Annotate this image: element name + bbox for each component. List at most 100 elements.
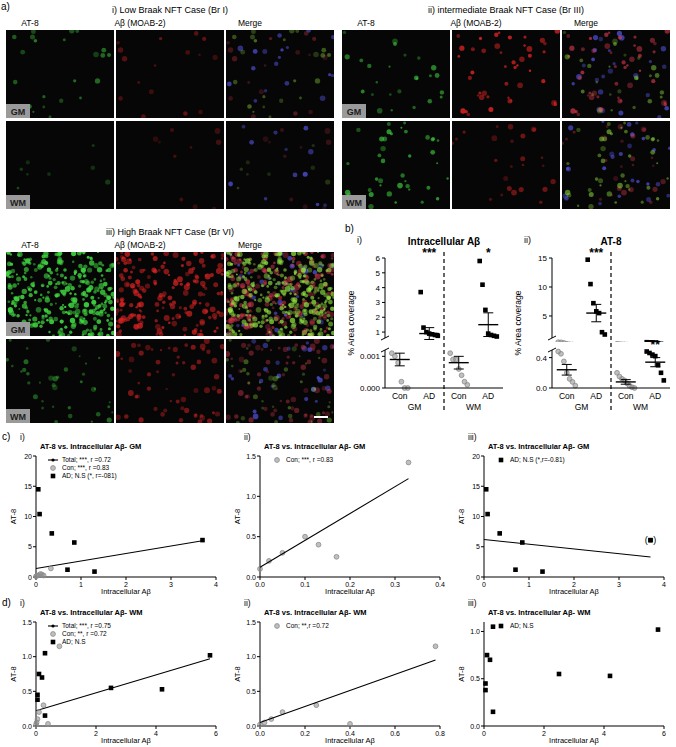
cell: [231, 275, 234, 278]
cell: [591, 93, 594, 96]
error-cap: [424, 339, 434, 340]
cell: [573, 131, 576, 134]
cell: [199, 302, 202, 305]
cell: [9, 339, 12, 342]
cell: [452, 142, 454, 145]
cell: [20, 370, 22, 372]
cell: [555, 30, 560, 34]
cell: [155, 319, 158, 322]
error-bar: [591, 304, 601, 321]
cell: [359, 59, 363, 63]
point: [448, 351, 453, 356]
text: 0.0: [536, 384, 548, 393]
tick: [382, 388, 385, 389]
cell: [513, 66, 516, 69]
cell: [55, 302, 57, 304]
cell: [265, 296, 269, 300]
axis-break: [381, 336, 389, 340]
cell: [79, 252, 82, 254]
cell: [156, 360, 161, 365]
text: Aβ (MOAB-2): [450, 18, 501, 28]
cell: [280, 400, 283, 403]
cell: [233, 313, 236, 316]
cell: [128, 369, 132, 373]
cell: [280, 328, 283, 331]
cell: [327, 405, 330, 408]
cell: [93, 317, 97, 321]
cell: [232, 56, 237, 61]
cell: [164, 269, 170, 275]
cell: [274, 315, 280, 321]
cell: [310, 252, 313, 254]
cell: [614, 201, 617, 204]
cell: [116, 351, 120, 357]
text: **: [651, 338, 661, 352]
text: WM: [466, 402, 481, 412]
cell: [315, 400, 318, 403]
cell: [311, 280, 315, 284]
cell: [221, 253, 224, 257]
text: GM: [408, 402, 422, 412]
cell: [523, 36, 526, 39]
cell: [200, 281, 206, 287]
cell: [607, 191, 612, 196]
cell: [72, 346, 77, 351]
cell: [240, 168, 243, 171]
cell: [194, 31, 199, 36]
cell: [263, 136, 269, 142]
cell: [628, 154, 631, 157]
error-bar: [454, 356, 464, 369]
cell: [289, 292, 292, 295]
cell: [315, 78, 320, 83]
cell: [527, 46, 533, 52]
cell: [41, 283, 45, 287]
cell: [181, 257, 185, 261]
cell: [216, 140, 221, 145]
cell: [290, 275, 295, 280]
cell: [632, 106, 635, 109]
cell: [33, 263, 36, 266]
cell: [20, 50, 25, 55]
cell: [162, 301, 165, 304]
cell: [322, 386, 327, 391]
cell: [52, 383, 56, 387]
cell: [165, 388, 168, 391]
cell: [47, 310, 51, 314]
cell: [248, 302, 254, 308]
text: 0.001: [360, 352, 381, 361]
cell: [581, 47, 585, 51]
cell: [193, 388, 198, 393]
cell: [331, 74, 334, 77]
cell: [40, 261, 45, 266]
cell: [316, 203, 320, 207]
cell: [172, 373, 176, 377]
cell: [184, 343, 188, 347]
cell: [80, 380, 83, 383]
cell: [181, 264, 184, 267]
cell: [408, 154, 411, 157]
cell: [226, 324, 231, 329]
cell: [241, 416, 245, 420]
cell: [91, 166, 96, 171]
cell: [308, 285, 313, 290]
cell: [136, 314, 141, 319]
cell: [302, 298, 305, 301]
cell: [8, 307, 13, 312]
cell: [280, 274, 284, 278]
cell: [504, 65, 507, 68]
cell: [13, 80, 18, 85]
cell: [316, 319, 321, 324]
cell: [577, 113, 581, 117]
cell: [68, 414, 73, 419]
cell: [182, 361, 185, 364]
cell: [107, 405, 110, 408]
cell: [228, 319, 233, 324]
micrograph: [116, 339, 224, 423]
cell: [376, 81, 378, 83]
cell: [299, 97, 302, 100]
cell: [322, 411, 325, 414]
cell: [70, 275, 75, 280]
micrograph-signal: [226, 339, 334, 423]
cell: [287, 312, 290, 315]
cell: [656, 182, 661, 187]
